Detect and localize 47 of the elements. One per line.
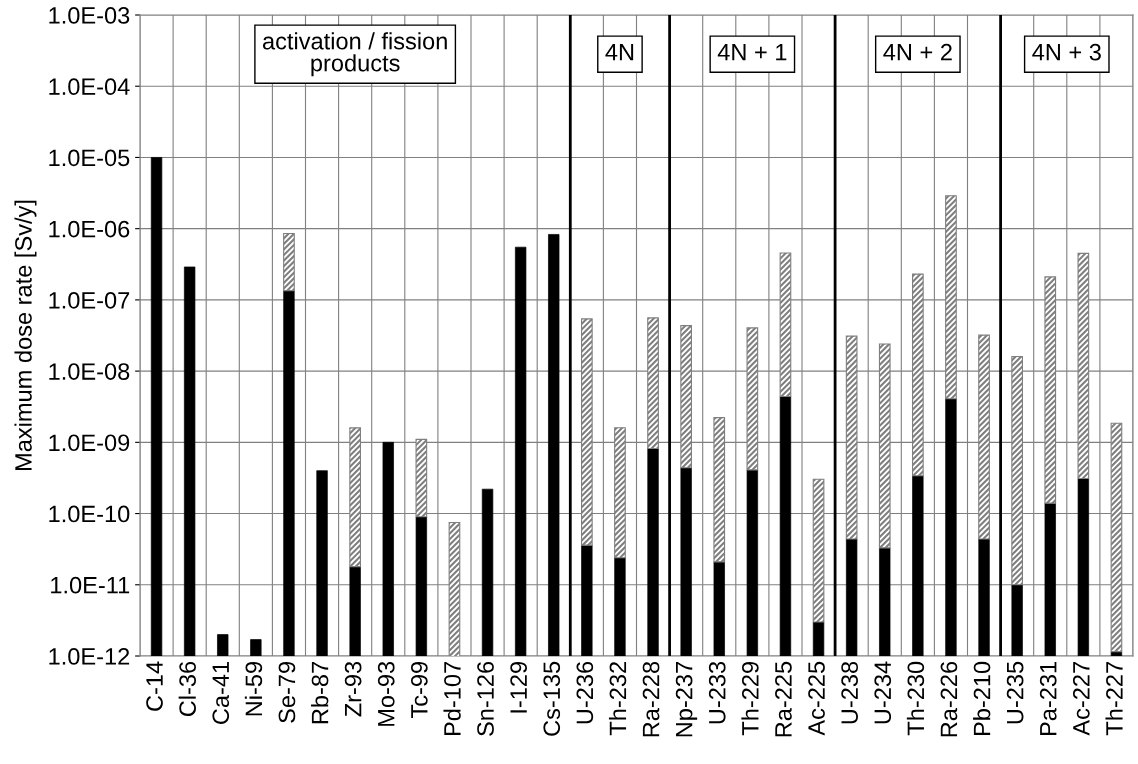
- y-tick-label: 1.0E-11: [51, 576, 130, 594]
- x-tick-label: Rb-87: [311, 662, 329, 724]
- x-tick-label: Ra-228: [642, 661, 660, 737]
- x-tick-label: Mo-93: [377, 661, 395, 726]
- y-axis-title: Maximum dose rate [Sv/y]: [14, 200, 37, 471]
- annotation: 4N + 1: [717, 44, 787, 61]
- x-tick-label: Th-227: [1105, 662, 1123, 736]
- x-tick-label: Ni-59: [244, 661, 263, 716]
- x-tick-label: Pd-107: [443, 662, 461, 736]
- x-tick-label: Th-230: [906, 661, 925, 736]
- annotation: 4N + 3: [1032, 43, 1101, 61]
- x-tick-label: Tc-99: [410, 661, 428, 719]
- x-tick-label: Pa-231: [1039, 662, 1057, 736]
- annotation: 4N: [605, 44, 634, 61]
- x-tick-label: I-129: [510, 661, 527, 713]
- x-tick-label: Se-79: [278, 661, 296, 723]
- x-tick-label: Cl-36: [178, 661, 196, 717]
- x-tick-label: Ac-225: [808, 661, 825, 736]
- x-tick-label: Th-229: [741, 661, 759, 736]
- x-tick-label: U-235: [1006, 661, 1024, 724]
- y-tick-label: 1.0E-08: [49, 363, 130, 380]
- x-tick-label: Ra-226: [940, 661, 958, 737]
- y-tick-label: 1.0E-12: [49, 648, 130, 665]
- x-tick-label: Ra-225: [775, 661, 792, 737]
- x-tick-label: Np-237: [675, 662, 698, 737]
- x-tick-label: Cs-135: [543, 661, 561, 736]
- y-tick-label: 1.0E-09: [49, 434, 130, 452]
- bar: [283, 232, 295, 292]
- x-tick-label: Sn-126: [477, 661, 494, 736]
- y-tick-label: 1.0E-06: [49, 220, 130, 238]
- x-tick-label: U-233: [708, 661, 726, 724]
- y-tick-label: 1.0E-03: [49, 7, 130, 24]
- x-tick-label: U-234: [874, 661, 892, 724]
- x-tick-label: U-236: [576, 661, 594, 724]
- y-tick-label: 1.0E-04: [49, 78, 130, 96]
- x-tick-label: C-14: [146, 661, 163, 711]
- x-tick-label: Th-232: [608, 662, 627, 736]
- annotation: 4N + 2: [883, 43, 952, 61]
- annotation: activation / fission products: [262, 32, 447, 77]
- x-tick-label: Ac-227: [1072, 662, 1090, 736]
- x-tick-label: Pb-210: [973, 661, 991, 736]
- y-tick-label: 1.0E-05: [49, 149, 130, 167]
- x-tick-label: Ca-41: [212, 662, 230, 724]
- y-tick-label: 1.0E-10: [49, 505, 130, 523]
- y-tick-label: 1.0E-07: [49, 291, 130, 309]
- x-tick-label: Zr-93: [344, 661, 362, 717]
- x-tick-label: U-238: [841, 661, 858, 724]
